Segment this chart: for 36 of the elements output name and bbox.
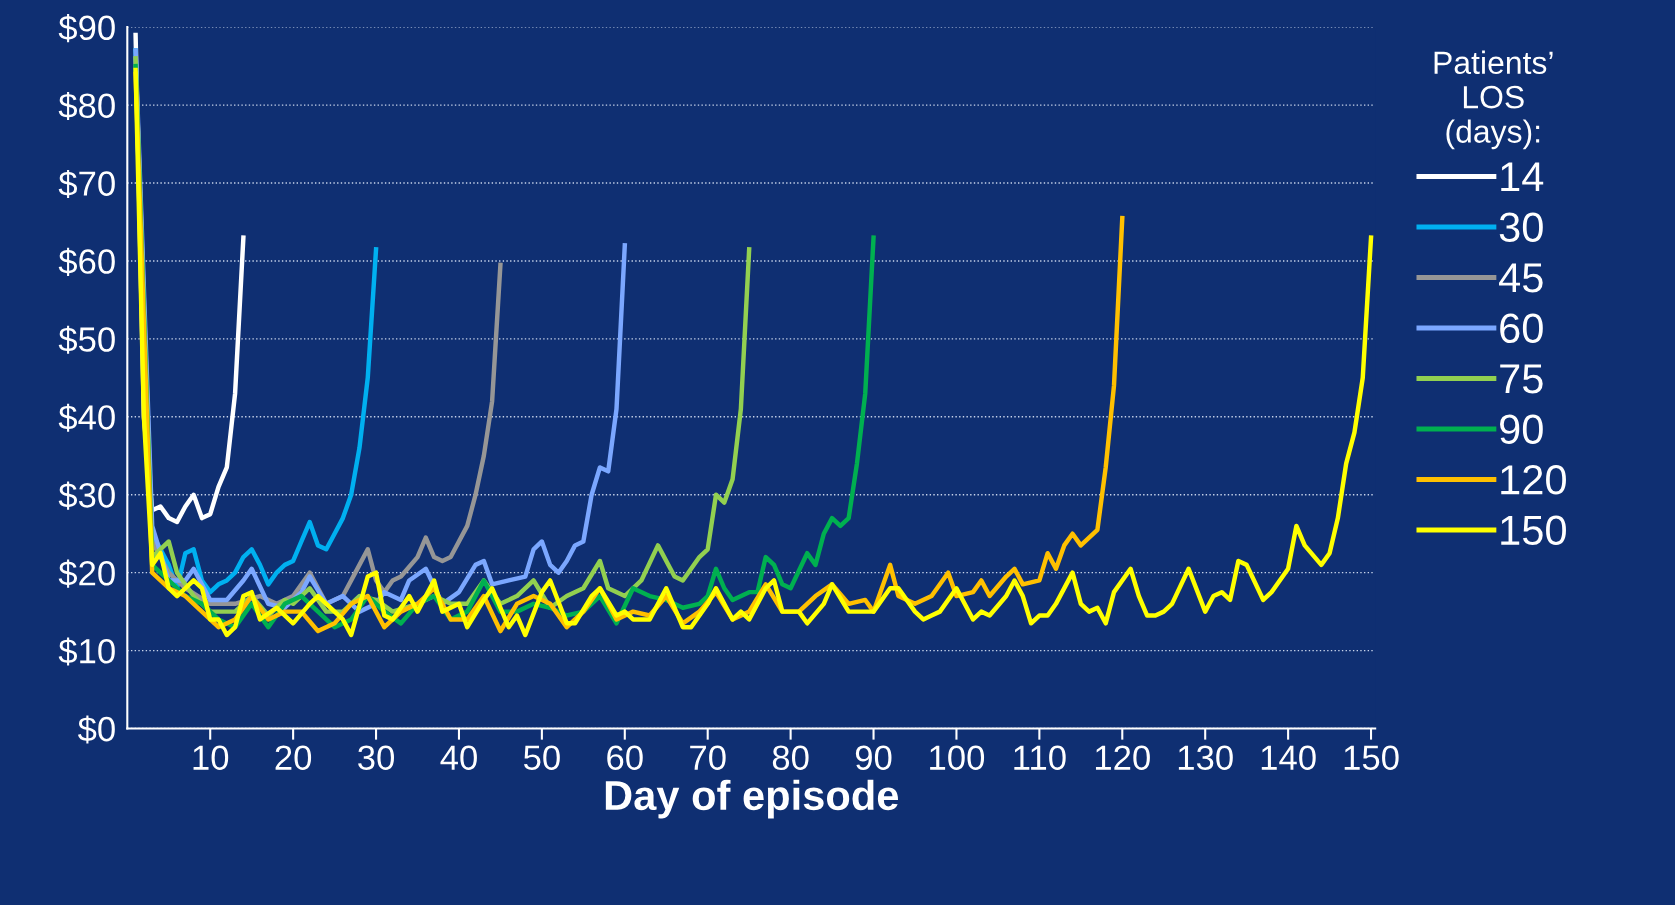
x-tick-label: 50 bbox=[523, 745, 560, 770]
y-tick-label: $80 bbox=[58, 91, 115, 121]
y-tick-label: $90 bbox=[58, 14, 115, 43]
x-tick-label: 70 bbox=[690, 745, 726, 770]
y-tick-label: $20 bbox=[58, 559, 115, 588]
x-tick-label: 140 bbox=[1261, 745, 1316, 770]
x-tick-label: 40 bbox=[440, 745, 477, 770]
legend-title: Patients’ LOS (days): bbox=[1434, 50, 1553, 150]
y-tick-label: $70 bbox=[58, 169, 115, 198]
legend-label: 14 bbox=[1501, 162, 1544, 192]
legend-label: 90 bbox=[1500, 414, 1543, 445]
y-tick-label: $10 bbox=[58, 637, 115, 666]
x-tick-label: 30 bbox=[358, 745, 394, 770]
y-tick-label: $40 bbox=[58, 403, 115, 432]
x-tick-label: 120 bbox=[1095, 745, 1150, 770]
legend-label: 120 bbox=[1501, 465, 1566, 495]
legend-label: 60 bbox=[1500, 313, 1543, 344]
x-tick-label: 80 bbox=[772, 745, 809, 770]
legend-label: 75 bbox=[1500, 364, 1543, 394]
y-tick-label: $0 bbox=[77, 715, 115, 744]
x-tick-label: 90 bbox=[855, 745, 892, 770]
x-tick-label: 10 bbox=[193, 745, 229, 770]
y-tick-label: $50 bbox=[58, 325, 115, 354]
x-tick-label: 20 bbox=[275, 745, 312, 770]
line-series bbox=[133, 67, 1374, 638]
legend-label: 150 bbox=[1501, 515, 1566, 546]
legend-label: 45 bbox=[1499, 263, 1543, 293]
x-tick-label: 100 bbox=[930, 745, 985, 770]
legend-label: 30 bbox=[1499, 212, 1543, 242]
y-tick-label: $60 bbox=[58, 247, 115, 276]
y-tick-label: $30 bbox=[58, 481, 115, 510]
x-tick-label: 110 bbox=[1014, 745, 1066, 770]
x-tick-label: 130 bbox=[1178, 745, 1233, 770]
x-axis-title: Day of episode bbox=[605, 779, 899, 819]
x-tick-label: 150 bbox=[1344, 745, 1399, 770]
x-tick-label: 60 bbox=[607, 745, 643, 770]
